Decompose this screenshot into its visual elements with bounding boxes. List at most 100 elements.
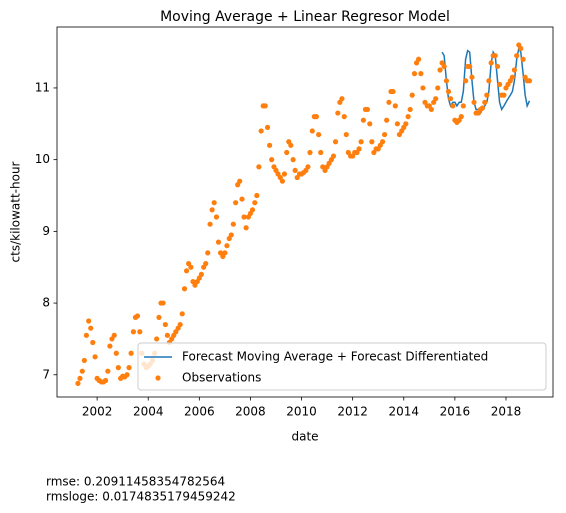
observation-point [313,114,319,120]
observation-point [445,88,452,95]
observation-point [137,329,143,335]
observation-point [458,114,464,120]
observation-point [102,377,109,384]
x-tick-label: 2010 [286,405,317,419]
x-tick-label: 2006 [184,405,215,419]
y-axis-label: cts/kilowatt-hour [9,161,23,262]
observation-point [241,214,247,220]
observation-point [156,314,162,321]
observation-point [267,142,273,148]
observation-point [262,103,268,109]
observation-point [124,372,130,378]
observation-point [437,67,443,73]
observation-point [160,300,166,306]
observation-point [284,149,290,156]
observation-point [390,88,396,95]
observation-point [479,105,486,111]
observation-point [90,339,96,346]
observation-point [356,146,362,152]
observation-point [211,200,217,206]
observation-point [237,178,243,184]
observation-point [224,243,230,249]
observation-point [209,207,215,213]
observation-point [92,354,98,360]
observation-point [392,103,398,109]
observation-point [177,321,183,328]
observation-point [154,336,160,342]
observation-point [75,380,81,386]
observation-point [162,321,168,328]
observation-point [86,318,92,324]
annotation: rmse: 0.20911458354782564 [46,475,225,489]
observation-point [469,74,475,80]
observation-point [386,99,392,105]
observation-point [330,153,337,159]
observation-point [181,286,188,292]
observation-point [243,225,249,231]
observation-point [520,56,526,62]
observation-point [230,221,236,227]
observation-point [433,96,439,102]
observation-point [205,250,211,256]
y-tick-label: 9 [42,224,50,238]
observation-point [198,271,204,277]
observation-point [364,106,371,113]
observation-point [81,357,87,364]
observation-point [409,92,415,98]
observation-point [384,117,390,123]
observation-point [228,232,234,238]
observation-point [511,67,518,73]
observation-point [316,131,322,138]
observation-point [130,329,137,335]
observation-point [113,350,119,356]
observation-point [467,63,473,70]
observation-point [435,85,441,91]
observation-point [305,164,311,170]
plot-area [56,26,554,398]
observation-point [292,167,298,174]
observation-point [258,128,264,134]
observation-point [309,128,315,134]
legend-box [137,342,547,391]
observation-point [369,139,375,145]
observation-point [252,200,258,206]
legend-label: Observations [182,371,261,385]
observation-point [418,71,424,77]
observation-point [441,63,447,70]
observation-point [222,250,228,256]
observation-point [367,121,373,127]
observation-point [420,85,426,91]
x-tick-label: 2016 [440,405,471,419]
observation-point [343,131,349,138]
observation-point [509,74,515,80]
observation-point [188,264,194,270]
observation-point [111,332,117,338]
observation-point [183,268,190,274]
observation-point [88,325,94,331]
observation-point [164,332,170,338]
observation-point [514,53,520,59]
y-tick-label: 7 [42,367,50,381]
legend-label: Forecast Moving Average + Forecast Diffe… [182,350,488,364]
observation-point [358,139,364,145]
observation-point [335,110,341,116]
observation-point [290,157,296,163]
x-tick-label: 2012 [337,405,368,419]
observation-point [403,121,409,127]
observation-point [382,131,388,138]
observation-point [488,60,494,66]
observation-point [341,114,347,120]
observation-point [213,214,220,220]
observation-point [494,63,501,70]
observation-point [360,117,366,123]
legend-marker [155,375,161,381]
observation-point [249,207,256,213]
y-tick-label: 11 [35,80,50,94]
observation-point [415,56,422,62]
observation-point [443,78,450,84]
observation-point [239,196,245,202]
observation-point [405,114,411,120]
observation-point [492,53,498,59]
observation-point [526,78,533,84]
observation-point [518,45,524,52]
